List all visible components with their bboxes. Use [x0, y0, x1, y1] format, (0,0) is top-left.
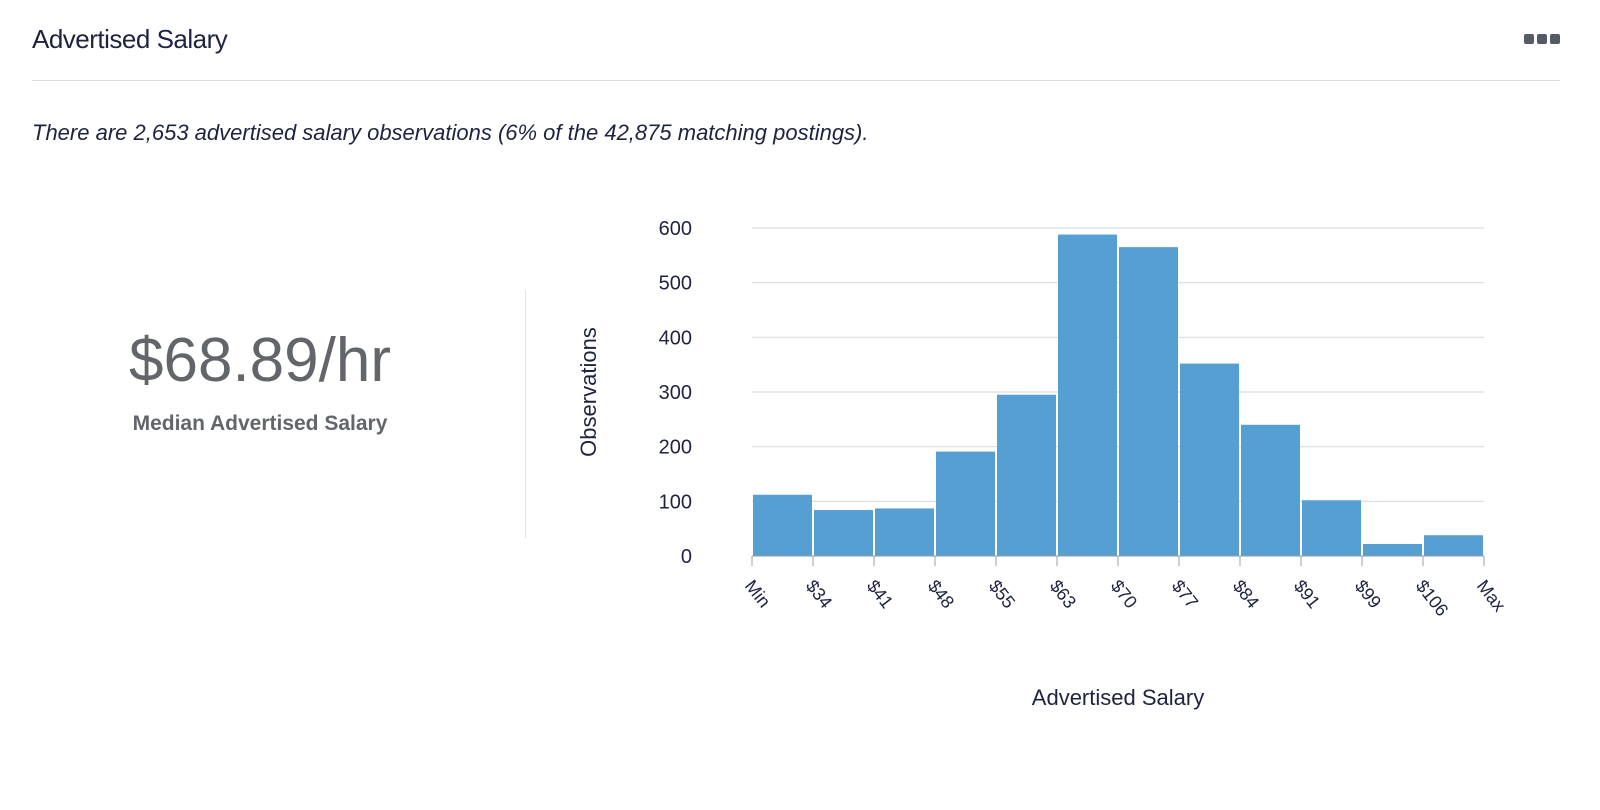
x-tick-label: $84: [1229, 576, 1263, 612]
y-tick-label: 600: [659, 218, 692, 240]
dot: [1524, 34, 1534, 44]
histogram-bar: [1180, 363, 1239, 556]
divider: [525, 290, 526, 538]
summary-prefix: There are: [32, 120, 134, 145]
summary-suffix: matching postings).: [671, 120, 869, 145]
x-tick-label: Min: [741, 576, 775, 611]
histogram-bar: [936, 451, 995, 556]
histogram-bar: [1058, 234, 1117, 556]
histogram-bar: [814, 510, 873, 556]
card-header: Advertised Salary: [32, 0, 1560, 81]
x-tick-label: $41: [863, 576, 897, 612]
median-panel: $68.89/hr Median Advertised Salary: [60, 330, 460, 436]
y-tick-label: 300: [659, 382, 692, 404]
dot: [1550, 34, 1560, 44]
dot: [1537, 34, 1547, 44]
histogram-bar: [1424, 535, 1483, 556]
x-tick-label: $63: [1046, 576, 1080, 612]
y-tick-label: 200: [659, 437, 692, 459]
observation-count: 2,653: [133, 120, 189, 145]
histogram-bar: [1363, 543, 1422, 556]
x-tick-label: $91: [1290, 576, 1324, 612]
histogram-bar: [1241, 424, 1300, 556]
x-tick-label: Max: [1473, 576, 1510, 615]
histogram-bar: [1119, 247, 1178, 556]
x-tick-label: $55: [985, 576, 1019, 612]
x-tick-label: $48: [924, 576, 958, 612]
y-tick-label: 100: [659, 491, 692, 513]
histogram-bar: [875, 508, 934, 556]
histogram-bar: [1302, 500, 1361, 556]
y-tick-label: 500: [659, 273, 692, 295]
median-salary-label: Median Advertised Salary: [132, 412, 388, 435]
y-tick-label: 400: [659, 327, 692, 349]
y-axis-title: Observations: [576, 327, 601, 457]
y-tick-label: 0: [681, 546, 692, 568]
summary-middle: advertised salary observations (6% of th…: [188, 120, 605, 145]
histogram-bar: [753, 494, 812, 556]
median-salary-value: $68.89/hr: [129, 326, 391, 395]
salary-histogram: 0 100 200 300 400 500 600 Min $34 $41 $48 $55 $63 $70…: [576, 218, 1510, 710]
summary-text: There are 2,653 advertised salary observ…: [32, 120, 869, 146]
x-axis-title: Advertised Salary: [1032, 685, 1204, 710]
histogram-bar: [997, 394, 1056, 556]
total-postings: 42,875: [604, 120, 672, 145]
x-tick-label: $34: [802, 576, 836, 612]
card-title: Advertised Salary: [32, 24, 228, 54]
x-tick-label: $70: [1107, 576, 1141, 612]
x-tick-label: $99: [1351, 576, 1385, 612]
more-options-icon[interactable]: [1524, 34, 1560, 44]
x-tick-label: $106: [1412, 576, 1452, 620]
x-tick-label: $77: [1168, 576, 1202, 612]
